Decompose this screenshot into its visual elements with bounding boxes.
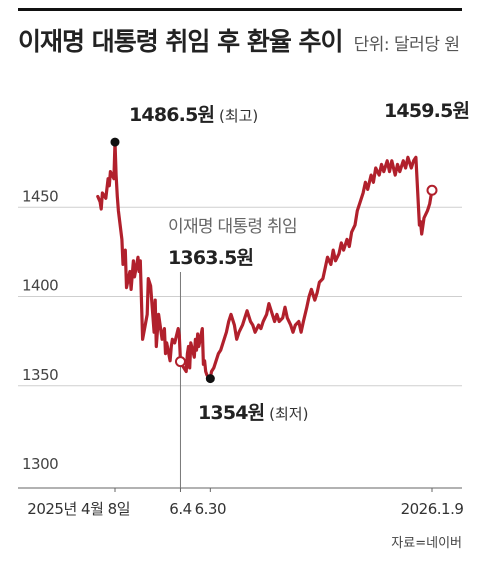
inauguration-marker <box>174 356 186 368</box>
x-tick-label: 6.30 <box>195 500 226 518</box>
unit-label: 단위: 달러당 원 <box>353 35 460 55</box>
x-tick-label: 2026.1.9 <box>401 500 464 518</box>
y-tick-label: 1350 <box>22 366 58 384</box>
x-tick-label: 2025년 4월 8일 <box>27 500 130 518</box>
inauguration-value-label: 1363.5원 <box>168 247 253 269</box>
latest-point-marker <box>426 184 438 196</box>
x-tick-label: 6.4 <box>169 500 191 518</box>
inauguration-caption: 이재명 대통령 취임 <box>168 217 297 237</box>
low-point-label: 1354원 (최저) <box>198 402 308 424</box>
latest-point-label: 1459.5원 <box>384 100 469 122</box>
top-rule <box>18 8 462 11</box>
chart-header: 이재명 대통령 취임 후 환율 추이 단위: 달러당 원 <box>18 22 460 58</box>
chart-title: 이재명 대통령 취임 후 환율 추이 <box>18 27 344 56</box>
source-note: 자료=네이버 <box>391 536 462 551</box>
high-point-marker <box>110 137 120 147</box>
y-tick-label: 1400 <box>22 277 58 295</box>
y-tick-label: 1450 <box>22 187 58 205</box>
exchange-rate-line <box>96 140 434 381</box>
low-point-marker <box>205 374 215 384</box>
high-point-label: 1486.5원 (최고) <box>129 104 258 126</box>
y-tick-label: 1300 <box>22 455 58 473</box>
